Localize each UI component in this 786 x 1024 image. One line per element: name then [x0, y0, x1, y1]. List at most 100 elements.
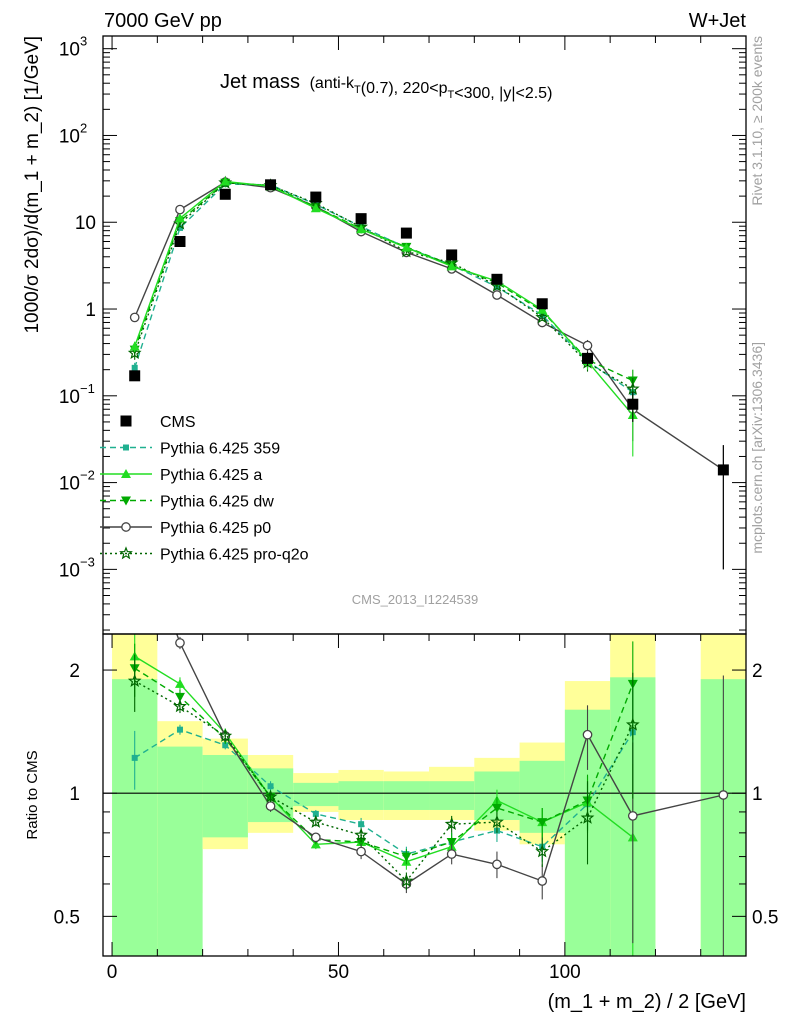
- ratio-point: [627, 811, 638, 821]
- ratio-point: [127, 673, 142, 687]
- legend-item: CMS: [120, 414, 196, 431]
- main-point: [535, 310, 550, 324]
- ratio-point: [446, 849, 457, 859]
- main-series: [131, 181, 636, 410]
- legend-marker: [121, 469, 131, 478]
- ratio-band-green: [429, 781, 475, 810]
- ratio-point: [222, 742, 229, 749]
- rivet-label: Rivet 3.1.10, ≥ 200k events: [749, 36, 765, 206]
- ratio-point: [625, 717, 640, 731]
- x-axis-label: (m_1 + m_2) / 2 [GeV]: [548, 991, 746, 1013]
- ratio-y-tick-label-right: 2: [752, 661, 763, 682]
- main-point: [582, 340, 593, 351]
- ratio-band-green: [202, 754, 248, 838]
- x-tick-label: 50: [328, 962, 349, 983]
- ratio-point: [263, 789, 278, 803]
- y-axis-label: 1000/σ 2dσ)/d(m_1 + m_2) [1/GeV]: [22, 36, 43, 334]
- ratio-point: [399, 873, 414, 887]
- ratio-point: [444, 816, 459, 831]
- legend-item: Pythia 6.425 dw: [100, 494, 274, 511]
- title-detail-part: (0.7), 220<p: [361, 80, 448, 97]
- ratio-y-tick-label: 1: [69, 784, 80, 805]
- main-series: [129, 176, 638, 457]
- title-main: Jet mass: [220, 71, 300, 93]
- main-point: [174, 235, 186, 247]
- title-detail-part: T: [448, 89, 455, 101]
- x-tick-label: 0: [107, 962, 118, 983]
- ratio-point: [491, 804, 502, 814]
- main-point: [717, 464, 729, 476]
- main-point: [310, 203, 321, 213]
- ratio-band-green: [112, 679, 158, 956]
- main-point: [310, 191, 322, 203]
- ratio-y-tick-label: 2: [69, 661, 80, 682]
- legend-marker: [120, 415, 132, 427]
- ratio-point: [356, 837, 367, 847]
- main-point: [129, 370, 141, 382]
- y-tick-label: 10: [75, 213, 96, 234]
- main-point: [536, 298, 548, 310]
- y-tick-label: 10: [59, 560, 80, 581]
- title-detail-part: (anti-k: [310, 75, 355, 92]
- main-series-layer: [127, 175, 729, 570]
- ratio-point: [265, 801, 276, 811]
- main-point: [355, 213, 367, 225]
- main-point: [400, 227, 412, 239]
- main-point: [627, 398, 639, 410]
- main-point: [492, 290, 502, 300]
- legend: CMS Pythia 6.425 359 Pythia 6.425 a Pythia …: [100, 414, 309, 564]
- main-point: [356, 224, 367, 234]
- ratio-line: [134, 680, 634, 883]
- ratio-point: [535, 844, 550, 858]
- title-detail: (anti-kT(0.7), 220<pT<300, |y|<2.5): [310, 75, 553, 102]
- ratio-plot-frame: [102, 633, 747, 957]
- ratio-point: [358, 821, 365, 828]
- legend-label: CMS: [160, 414, 196, 431]
- ratio-point: [174, 678, 185, 688]
- main-point: [446, 249, 458, 261]
- ratio-point: [174, 692, 185, 702]
- legend-label: Pythia 6.425 dw: [160, 494, 274, 511]
- ratio-point: [537, 876, 548, 886]
- ratio-band-green: [338, 781, 384, 810]
- legend-item: Pythia 6.425 359: [100, 441, 280, 458]
- main-point: [129, 341, 140, 351]
- legend-label: Pythia 6.425 359: [160, 441, 280, 458]
- analysis-label: CMS_2013_I1224539: [352, 592, 479, 607]
- main-point: [174, 213, 185, 223]
- y-tick-label: 10: [59, 40, 80, 61]
- title-detail-part: T: [354, 84, 361, 96]
- ratio-point: [490, 814, 504, 828]
- main-point: [127, 345, 142, 360]
- y-tick-exponent: −2: [80, 468, 95, 483]
- title-detail-part: <300, |y|<2.5): [454, 85, 552, 102]
- ratio-series-layer: [127, 634, 729, 956]
- ratio-point: [218, 728, 233, 742]
- main-series: [127, 175, 640, 405]
- main-point: [401, 242, 412, 252]
- main-plot-frame: [102, 35, 747, 635]
- main-line: [134, 181, 724, 471]
- header-left: 7000 GeV pp: [104, 10, 222, 32]
- legend-label: Pythia 6.425 pro-q2o: [160, 547, 309, 564]
- ratio-point: [537, 818, 548, 828]
- ratio-y-axis-label: Ratio to CMS: [24, 750, 41, 839]
- main-point: [176, 224, 183, 231]
- ratio-y-tick-label: 0.5: [54, 907, 80, 928]
- ratio-band-green: [293, 782, 339, 807]
- ratio-point: [356, 846, 366, 857]
- ratio-y-tick-label-right: 0.5: [752, 907, 778, 928]
- y-tick-label: 1: [85, 300, 96, 321]
- main-line: [134, 182, 634, 382]
- ratio-band-green: [157, 746, 203, 956]
- ratio-point: [131, 754, 138, 761]
- ratio-band-green: [383, 781, 430, 810]
- ratio-point: [718, 790, 729, 800]
- ratio-point: [492, 859, 502, 870]
- legend-marker: [119, 546, 133, 560]
- y-tick-exponent: −1: [80, 381, 95, 396]
- y-tick-exponent: −3: [80, 554, 95, 569]
- y-tick-label: 10: [59, 387, 80, 408]
